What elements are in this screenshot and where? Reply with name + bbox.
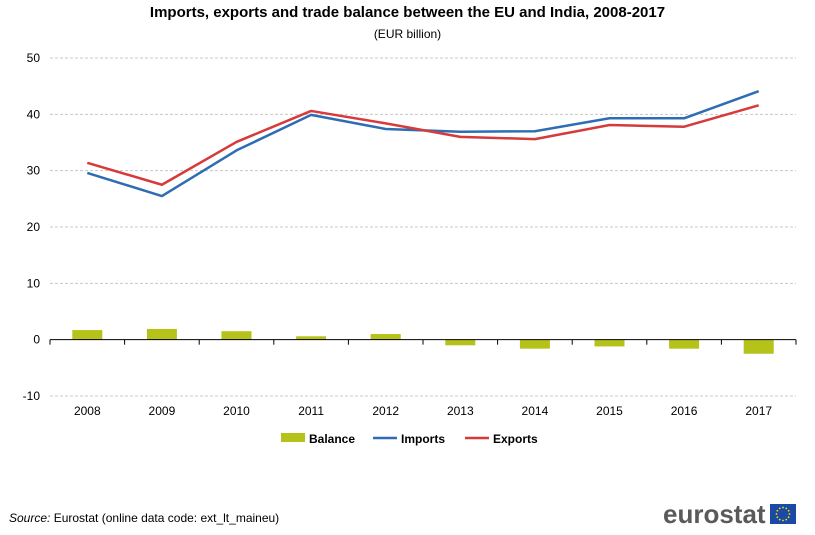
balance-bar xyxy=(594,339,625,347)
logo-text: eurostat xyxy=(663,498,766,529)
x-tick-label: 2013 xyxy=(447,404,474,418)
balance-bar xyxy=(669,339,700,349)
balance-bar xyxy=(296,336,327,340)
y-tick-label: 30 xyxy=(27,164,41,178)
imports-line xyxy=(86,90,760,198)
source-label: Source: xyxy=(9,511,51,525)
balance-bar xyxy=(370,334,401,340)
y-tick-label: 0 xyxy=(33,333,40,347)
balance-bar xyxy=(445,339,476,346)
eu-star xyxy=(784,518,787,521)
balance-bar xyxy=(146,328,177,340)
y-tick-label: -10 xyxy=(23,389,41,403)
eu-star xyxy=(787,509,790,512)
x-tick-label: 2011 xyxy=(298,404,324,418)
balance-bar xyxy=(72,330,103,340)
balance-bar xyxy=(743,339,774,354)
y-tick-label: 40 xyxy=(27,107,41,121)
eu-star xyxy=(781,506,784,509)
eu-stars xyxy=(775,506,790,522)
x-tick-label: 2009 xyxy=(149,404,176,418)
x-tick-label: 2015 xyxy=(596,404,623,418)
source-text: Eurostat (online data code: ext_lt_maine… xyxy=(53,511,280,525)
y-tick-label: 50 xyxy=(27,51,41,65)
y-tick-label: 10 xyxy=(27,276,41,290)
eu-star xyxy=(778,507,781,510)
eu-star xyxy=(788,513,790,515)
balance-bar xyxy=(519,339,550,349)
eu-star xyxy=(778,518,781,521)
x-tick-label: 2010 xyxy=(223,404,250,418)
x-tick-label: 2014 xyxy=(522,404,549,418)
y-tick-label: 20 xyxy=(27,220,41,234)
x-tick-label: 2008 xyxy=(74,404,101,418)
eurostat-logo: eurostat xyxy=(663,499,796,529)
eu-flag-icon xyxy=(769,504,796,524)
eu-star xyxy=(787,516,790,519)
legend-label: Balance xyxy=(309,432,355,446)
source-note: Source: Eurostat (online data code: ext_… xyxy=(9,511,279,525)
x-tick-label: 2012 xyxy=(372,404,399,418)
legend-swatch-balance xyxy=(281,433,305,442)
legend-label: Imports xyxy=(401,432,445,446)
exports-line xyxy=(86,104,760,186)
eu-star xyxy=(776,516,778,519)
balance-bar xyxy=(221,331,252,340)
eu-star xyxy=(776,509,778,512)
legend-label: Exports xyxy=(493,432,538,446)
chart-title: Imports, exports and trade balance betwe… xyxy=(149,4,666,21)
eu-star xyxy=(784,507,787,510)
x-tick-label: 2016 xyxy=(671,404,698,418)
x-tick-label: 2017 xyxy=(745,404,772,418)
eu-star xyxy=(775,513,777,515)
eu-star xyxy=(781,519,784,522)
chart-subtitle: (EUR billion) xyxy=(373,27,442,41)
